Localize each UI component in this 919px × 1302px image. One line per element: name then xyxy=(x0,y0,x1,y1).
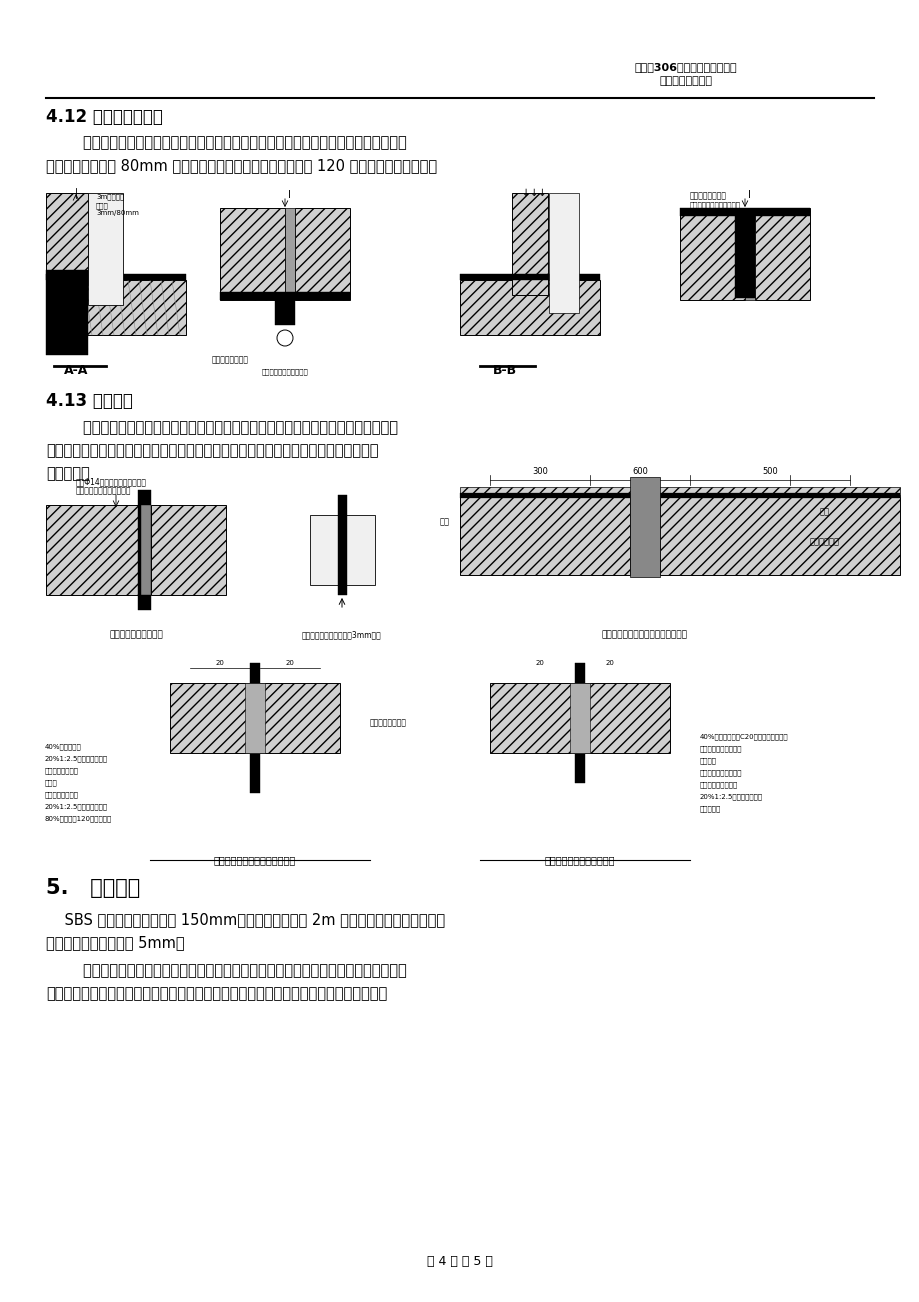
Bar xyxy=(220,292,349,299)
Text: 与墙体水平筋及垂直筋焊。: 与墙体水平筋及垂直筋焊。 xyxy=(76,486,131,495)
Text: 防护隔离保护层细粒细: 防护隔离保护层细粒细 xyxy=(699,769,742,776)
Text: 40%砂浆保护层: 40%砂浆保护层 xyxy=(45,743,82,750)
Text: I: I xyxy=(747,190,750,201)
Bar xyxy=(46,193,88,285)
Text: 要求。底板、外立墙应严格控制含水率，以保证防水层的正常施工。如遇雨天或五级风以: 要求。底板、外立墙应严格控制含水率，以保证防水层的正常施工。如遇雨天或五级风以 xyxy=(46,986,387,1001)
Text: 第 4 页 共 5 页: 第 4 页 共 5 页 xyxy=(426,1255,493,1268)
Text: 20%1:2.5水泥砂浆找平层: 20%1:2.5水泥砂浆找平层 xyxy=(699,793,762,799)
Bar xyxy=(46,273,186,280)
Text: 尺的最大空隙不得大于 5mm。: 尺的最大空隙不得大于 5mm。 xyxy=(46,935,185,950)
Text: 底板后浇带处水平防水做法采用遇水膨胀止水条。墙体后浇带采用钢板止水带，在外: 底板后浇带处水平防水做法采用遇水膨胀止水条。墙体后浇带采用钢板止水带，在外 xyxy=(46,135,406,150)
Text: 防水层: 防水层 xyxy=(96,202,108,208)
Text: 20: 20 xyxy=(535,660,544,667)
Bar xyxy=(734,216,754,298)
Text: 20%1:2.5水泥砂浆找平层: 20%1:2.5水泥砂浆找平层 xyxy=(45,755,108,762)
Text: 4.13 施工要点: 4.13 施工要点 xyxy=(46,392,132,410)
Text: 沥青嵌缝油膏嵌缝: 沥青嵌缝油膏嵌缝 xyxy=(45,792,79,798)
Text: 卷材与基层粘贴牢固，封口（收口）严密，无皱褶、翘边等现象。并符合实际及施工: 卷材与基层粘贴牢固，封口（收口）严密，无皱褶、翘边等现象。并符合实际及施工 xyxy=(46,963,406,978)
Text: 向迎水面。: 向迎水面。 xyxy=(46,466,90,480)
Bar xyxy=(460,493,899,497)
Text: 3mm/80mm: 3mm/80mm xyxy=(96,210,139,216)
Text: 钢板上水管加工示意图（3mm厚）: 钢板上水管加工示意图（3mm厚） xyxy=(301,630,381,639)
Text: 立墙、顶板变形缝防水卷材镶法: 立墙、顶板变形缝防水卷材镶法 xyxy=(213,855,296,865)
Circle shape xyxy=(277,329,292,346)
Bar xyxy=(295,208,349,299)
Text: 后浇带防水示意图: 后浇带防水示意图 xyxy=(211,355,248,365)
Bar xyxy=(679,208,809,216)
Text: 卷材防水: 卷材防水 xyxy=(699,756,716,763)
Text: 20: 20 xyxy=(605,660,614,667)
Bar xyxy=(46,505,141,595)
Text: 防护隔离保护层细粒粒: 防护隔离保护层细粒粒 xyxy=(699,745,742,751)
Bar xyxy=(744,208,754,299)
Text: 附加Φ14钢筋与钢板止水带焊接: 附加Φ14钢筋与钢板止水带焊接 xyxy=(76,477,147,486)
Text: 解放军306医院综合医疗楼工程: 解放军306医院综合医疗楼工程 xyxy=(634,62,737,72)
Bar xyxy=(460,280,599,335)
Bar xyxy=(244,684,265,753)
Bar xyxy=(679,208,744,299)
Bar xyxy=(549,193,578,312)
Bar xyxy=(275,299,295,326)
Bar xyxy=(754,208,809,299)
Text: 40%砂浆保护层（C20混凝土上保护层）: 40%砂浆保护层（C20混凝土上保护层） xyxy=(699,733,788,740)
Bar xyxy=(285,208,295,299)
Text: 混凝土底层: 混凝土底层 xyxy=(699,805,720,811)
Bar xyxy=(46,280,186,335)
Text: 附加卷材防水: 附加卷材防水 xyxy=(809,536,839,546)
Bar xyxy=(460,273,599,280)
Text: 20%1:2.5水泥砂浆找平层: 20%1:2.5水泥砂浆找平层 xyxy=(45,803,108,810)
Text: （外墙按板，无化后板夯）: （外墙按板，无化后板夯） xyxy=(689,201,740,207)
Bar xyxy=(170,684,340,753)
Bar xyxy=(630,477,659,577)
Bar xyxy=(460,495,630,575)
Text: SBS 卷材防水施工搭接为 150mm。找平层平整度用 2m 靠尺和塞尺检查；面层与直: SBS 卷材防水施工搭接为 150mm。找平层平整度用 2m 靠尺和塞尺检查；面… xyxy=(46,911,445,927)
Bar xyxy=(310,516,375,585)
Text: 20: 20 xyxy=(285,660,294,667)
Text: 地下室底板及地梁应一次整体浇筑至地梁顶面以上。施工缝留置时，止水钢板连续: 地下室底板及地梁应一次整体浇筑至地梁顶面以上。施工缝留置时，止水钢板连续 xyxy=(46,421,398,435)
Text: 坐板: 坐板 xyxy=(439,517,449,526)
Text: 地下防水施工方案: 地下防水施工方案 xyxy=(659,76,712,86)
Text: 顶板是切用平层板: 顶板是切用平层板 xyxy=(369,717,406,727)
Bar xyxy=(512,193,548,296)
Text: 墙后浇带外侧焊接 80mm 厚预制板，在预制板上做防水，再砌 120 保护墙（详见下图）。: 墙后浇带外侧焊接 80mm 厚预制板，在预制板上做防水，再砌 120 保护墙（详… xyxy=(46,158,437,173)
Bar xyxy=(460,487,899,497)
Text: 布置，水平缝和垂直缝连续交圈，接口处采用双面焊，保证焊缝密实。止水钢板开口朝: 布置，水平缝和垂直缝连续交圈，接口处采用双面焊，保证焊缝密实。止水钢板开口朝 xyxy=(46,443,378,458)
Text: 4.12 后浇带防水施工: 4.12 后浇带防水施工 xyxy=(46,108,163,126)
Text: 基础底板后浇带防水施工做法示意图: 基础底板后浇带防水施工做法示意图 xyxy=(601,630,687,639)
Bar xyxy=(574,663,584,783)
Text: ↓↓↓: ↓↓↓ xyxy=(521,187,546,198)
Text: 300: 300 xyxy=(531,467,548,477)
Text: 外牙墙钢板安装示意图: 外牙墙钢板安装示意图 xyxy=(109,630,163,639)
Text: 5.   质量控制: 5. 质量控制 xyxy=(46,878,140,898)
Bar xyxy=(570,684,589,753)
Bar xyxy=(220,208,285,299)
Text: 底板变形缝处防水卷材镶法: 底板变形缝处防水卷材镶法 xyxy=(544,855,615,865)
Text: 500: 500 xyxy=(761,467,777,477)
Text: 高性细粒砂浆细粒细: 高性细粒砂浆细粒细 xyxy=(699,781,737,788)
Text: 80%中砂砂浆120型材保护层: 80%中砂砂浆120型材保护层 xyxy=(45,815,112,822)
Text: A-A: A-A xyxy=(63,365,88,378)
Bar xyxy=(337,495,346,595)
Bar xyxy=(151,505,226,595)
Text: 坐板: 坐板 xyxy=(819,506,829,516)
Bar xyxy=(250,663,260,793)
Text: 20: 20 xyxy=(215,660,224,667)
Text: I: I xyxy=(288,190,290,201)
Text: 600: 600 xyxy=(631,467,647,477)
Bar xyxy=(490,684,669,753)
Bar xyxy=(138,490,151,611)
Bar xyxy=(46,270,88,355)
Bar xyxy=(88,193,123,305)
Text: （钢板止水，底板按夯）: （钢板止水，底板按夯） xyxy=(261,368,308,375)
Bar xyxy=(659,495,899,575)
Text: 沥青嵌缝油膏嵌缝: 沥青嵌缝油膏嵌缝 xyxy=(45,767,79,773)
Bar xyxy=(141,505,151,595)
Text: 防水层: 防水层 xyxy=(45,779,58,785)
Text: 后浇带防水示意图: 后浇带防水示意图 xyxy=(689,191,726,201)
Text: 3m厚防护层: 3m厚防护层 xyxy=(96,193,124,199)
Text: B-B: B-B xyxy=(493,365,516,378)
